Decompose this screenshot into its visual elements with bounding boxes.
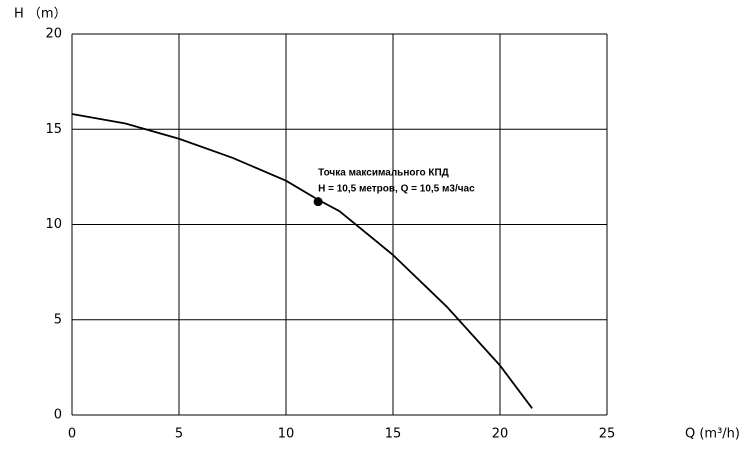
y-tick-label: 20 (45, 27, 62, 42)
annotation: H = 10,5 метров, Q = 10,5 м3/час (318, 183, 475, 194)
x-tick-label: 15 (385, 427, 402, 442)
highlight-point (313, 197, 323, 207)
curve (71, 113, 533, 409)
y-tick-label: 10 (45, 217, 62, 232)
x-tick-label: 0 (68, 427, 76, 442)
y-tick-label: 0 (54, 408, 62, 423)
x-axis-label: Q (m³/h) (685, 427, 740, 442)
x-tick-label: 5 (175, 427, 183, 442)
x-tick-label: 20 (492, 427, 509, 442)
y-axis-label: H （m） (14, 7, 67, 22)
x-tick-label: 25 (599, 427, 616, 442)
x-tick-label: 10 (278, 427, 295, 442)
y-tick-label: 5 (54, 312, 62, 327)
y-tick-label: 15 (45, 122, 62, 137)
annotation: Точка максимального КПД (318, 167, 449, 178)
